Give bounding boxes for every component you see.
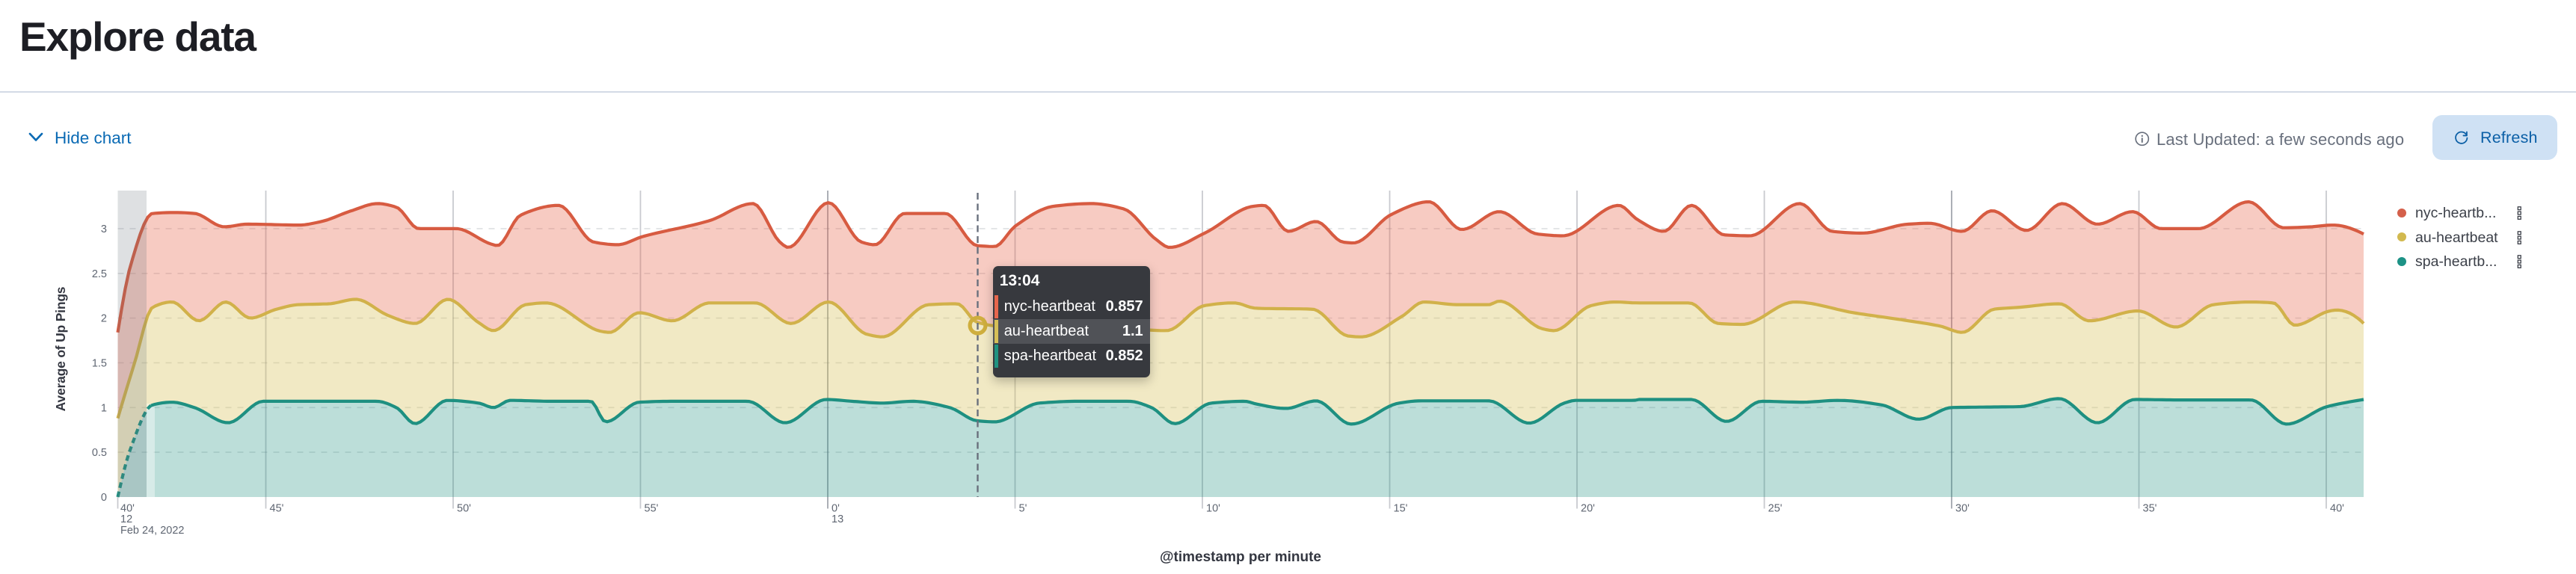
svg-text:2: 2 (101, 313, 107, 325)
svg-text:55': 55' (645, 503, 659, 515)
svg-text:40': 40' (2330, 503, 2344, 515)
svg-text:@timestamp per minute: @timestamp per minute (1160, 549, 1321, 565)
svg-text:45': 45' (270, 503, 284, 515)
svg-text:0': 0' (831, 503, 840, 515)
svg-text:40': 40' (120, 503, 135, 515)
svg-text:25': 25' (1768, 503, 1783, 515)
svg-text:12: 12 (120, 513, 132, 525)
svg-text:50': 50' (457, 503, 471, 515)
svg-text:Average of Up Pings: Average of Up Pings (53, 286, 68, 411)
svg-text:3: 3 (101, 223, 107, 235)
svg-text:13: 13 (831, 513, 843, 525)
svg-text:10': 10' (1206, 503, 1220, 515)
svg-text:Feb 24, 2022: Feb 24, 2022 (120, 525, 184, 537)
svg-text:2.5: 2.5 (92, 268, 107, 280)
svg-text:15': 15' (1394, 503, 1408, 515)
svg-text:1.5: 1.5 (92, 357, 107, 369)
svg-text:20': 20' (1581, 503, 1595, 515)
svg-text:35': 35' (2143, 503, 2157, 515)
svg-text:5': 5' (1019, 503, 1027, 515)
svg-text:1: 1 (101, 402, 107, 414)
svg-text:0: 0 (101, 492, 107, 504)
svg-text:0.5: 0.5 (92, 447, 107, 459)
svg-text:30': 30' (1955, 503, 1970, 515)
